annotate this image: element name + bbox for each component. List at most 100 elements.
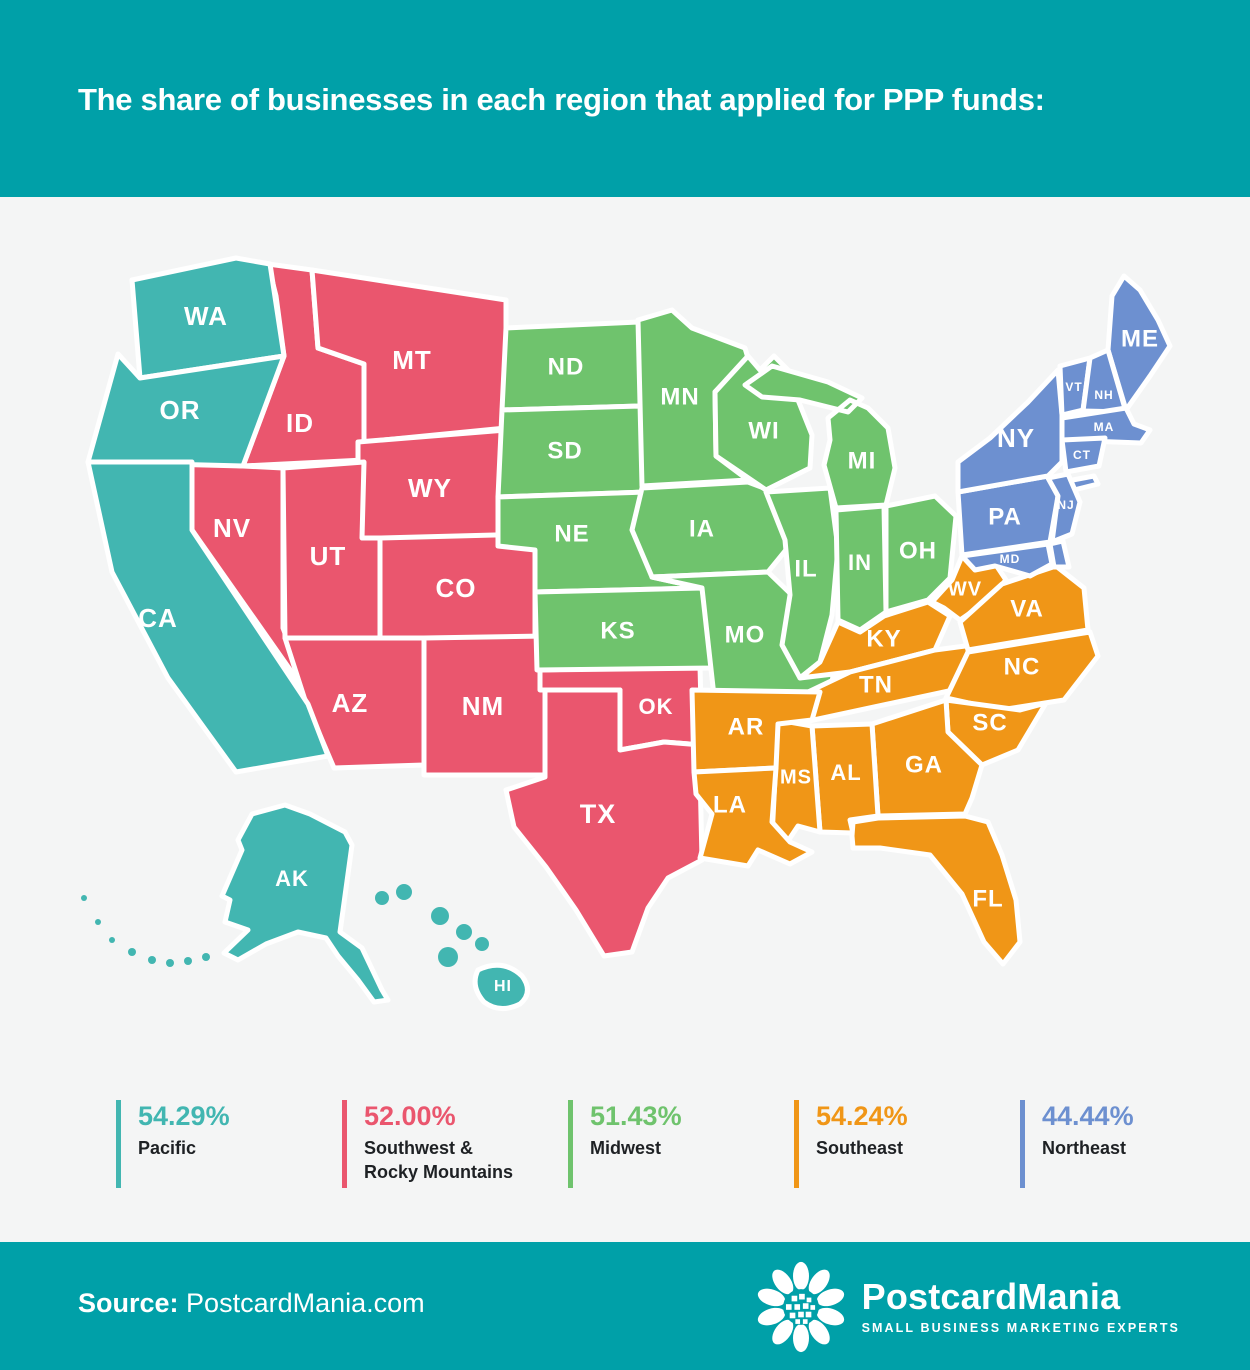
state-label-ID: ID bbox=[286, 408, 314, 438]
state-OR bbox=[85, 351, 287, 469]
state-HI bbox=[472, 962, 530, 1011]
state-label-WV: WV bbox=[948, 578, 982, 600]
island-dot bbox=[202, 953, 210, 961]
state-LA bbox=[691, 765, 815, 869]
source-label: Source: bbox=[78, 1288, 179, 1318]
state-label-PA: PA bbox=[988, 503, 1022, 530]
state-label-MT: MT bbox=[392, 345, 432, 375]
legend-label-northeast: Northeast bbox=[1042, 1138, 1127, 1159]
state-label-IA: IA bbox=[689, 515, 715, 542]
state-label-MI: MI bbox=[848, 447, 877, 474]
state-label-NC: NC bbox=[1004, 653, 1041, 680]
island-dot bbox=[456, 924, 472, 940]
legend-value-southeast: 54.24% bbox=[816, 1101, 908, 1131]
state-WV bbox=[929, 553, 1009, 623]
island-dot bbox=[396, 884, 412, 900]
state-WA bbox=[129, 255, 287, 381]
state-label-WA: WA bbox=[184, 301, 228, 331]
island-dot bbox=[475, 937, 489, 951]
state-FL bbox=[849, 813, 1023, 967]
state-label-AZ: AZ bbox=[332, 688, 369, 718]
state-label-OH: OH bbox=[899, 537, 937, 564]
legend-label-southwest: Southwest & Rocky Mountains bbox=[364, 1138, 514, 1182]
postcardmania-flower-icon bbox=[757, 1261, 844, 1353]
state-label-CO: CO bbox=[436, 573, 477, 603]
page-title: The share of businesses in each region t… bbox=[78, 82, 1045, 117]
island-dot bbox=[95, 919, 101, 925]
island-dot bbox=[81, 895, 87, 901]
brand-tagline: SMALL BUSINESS MARKETING EXPERTS bbox=[861, 1321, 1180, 1335]
state-ME bbox=[1105, 273, 1173, 413]
legend-value-pacific: 54.29% bbox=[138, 1101, 230, 1131]
state-label-AL: AL bbox=[830, 760, 861, 785]
state-label-FL: FL bbox=[972, 885, 1003, 912]
state-label-KS: KS bbox=[600, 617, 635, 644]
state-label-KY: KY bbox=[866, 625, 901, 652]
state-label-UT: UT bbox=[310, 541, 347, 571]
state-label-GA: GA bbox=[905, 751, 943, 778]
legend-item-midwest: 51.43% Midwest bbox=[568, 1100, 794, 1188]
legend-value-northeast: 44.44% bbox=[1042, 1101, 1134, 1131]
legend-item-southwest: 52.00% Southwest & Rocky Mountains bbox=[342, 1100, 568, 1188]
state-label-MD: MD bbox=[1000, 552, 1021, 566]
state-label-MA: MA bbox=[1094, 420, 1115, 434]
legend-value-southwest: 52.00% bbox=[364, 1101, 456, 1131]
state-label-LA: LA bbox=[713, 791, 747, 818]
island-dot bbox=[148, 956, 156, 964]
state-DE bbox=[1047, 538, 1072, 570]
state-label-MS: MS bbox=[780, 766, 812, 788]
us-map: ID MT WY NV UT CO AZ NM OK TX WA OR CA AK HI ND SD NE KS MN… bbox=[81, 255, 1173, 1011]
source-value: PostcardMania.com bbox=[186, 1288, 425, 1318]
legend-item-northeast: 44.44% Northeast bbox=[1020, 1100, 1246, 1188]
state-label-OR: OR bbox=[160, 395, 201, 425]
state-label-NH: NH bbox=[1094, 388, 1113, 402]
island-dot bbox=[375, 891, 389, 905]
brand-name: PostcardMania bbox=[861, 1276, 1121, 1317]
legend-item-southeast: 54.24% Southeast bbox=[794, 1100, 1020, 1188]
legend-label-midwest: Midwest bbox=[590, 1138, 662, 1159]
state-label-NM: NM bbox=[462, 691, 504, 721]
footer-banner: Source: PostcardMania.com bbox=[0, 1242, 1250, 1370]
island-dot bbox=[166, 959, 174, 967]
state-label-NV: NV bbox=[213, 513, 251, 543]
state-AK bbox=[219, 802, 391, 1005]
island-dot bbox=[431, 907, 449, 925]
state-label-CT: CT bbox=[1073, 448, 1091, 462]
state-OH bbox=[883, 493, 959, 615]
map-container: ID MT WY NV UT CO AZ NM OK TX WA OR CA AK HI ND SD NE KS MN… bbox=[0, 200, 1250, 1070]
state-label-WI: WI bbox=[748, 417, 779, 444]
header-banner: The share of businesses in each region t… bbox=[0, 0, 1250, 197]
state-MI bbox=[742, 363, 898, 511]
state-CT bbox=[1059, 435, 1108, 475]
postcardmania-logo: PostcardMania SMALL BUSINESS MARKETING E… bbox=[754, 1260, 1180, 1354]
state-TX bbox=[503, 687, 705, 959]
source-line: Source: PostcardMania.com bbox=[78, 1288, 425, 1319]
legend-label-pacific: Pacific bbox=[138, 1138, 197, 1159]
legend-label-southeast: Southeast bbox=[816, 1138, 904, 1159]
state-label-VT: VT bbox=[1065, 380, 1082, 394]
island-dot bbox=[128, 948, 136, 956]
state-label-OK: OK bbox=[639, 694, 674, 719]
state-label-SC: SC bbox=[972, 709, 1007, 736]
state-AZ bbox=[282, 635, 427, 771]
logo-text: PostcardMania SMALL BUSINESS MARKETING E… bbox=[861, 1276, 1180, 1336]
state-label-ND: ND bbox=[548, 353, 585, 380]
legend-item-pacific: 54.29% Pacific bbox=[116, 1100, 342, 1188]
state-label-WY: WY bbox=[408, 473, 452, 503]
legend: 54.29% Pacific 52.00% Southwest & Rocky … bbox=[116, 1100, 1246, 1188]
island-dot bbox=[438, 947, 458, 967]
state-label-NY: NY bbox=[997, 423, 1035, 453]
state-label-IN: IN bbox=[848, 550, 872, 575]
state-label-SD: SD bbox=[547, 437, 582, 464]
state-label-NE: NE bbox=[554, 520, 589, 547]
state-label-ME: ME bbox=[1121, 325, 1159, 352]
state-label-TN: TN bbox=[859, 671, 893, 698]
state-label-MO: MO bbox=[725, 621, 766, 648]
state-label-HI: HI bbox=[494, 978, 512, 995]
state-label-NJ: NJ bbox=[1057, 498, 1074, 512]
state-label-AK: AK bbox=[275, 866, 309, 891]
island-dot bbox=[184, 957, 192, 965]
state-label-MN: MN bbox=[660, 383, 699, 410]
state-label-IL: IL bbox=[794, 555, 817, 582]
